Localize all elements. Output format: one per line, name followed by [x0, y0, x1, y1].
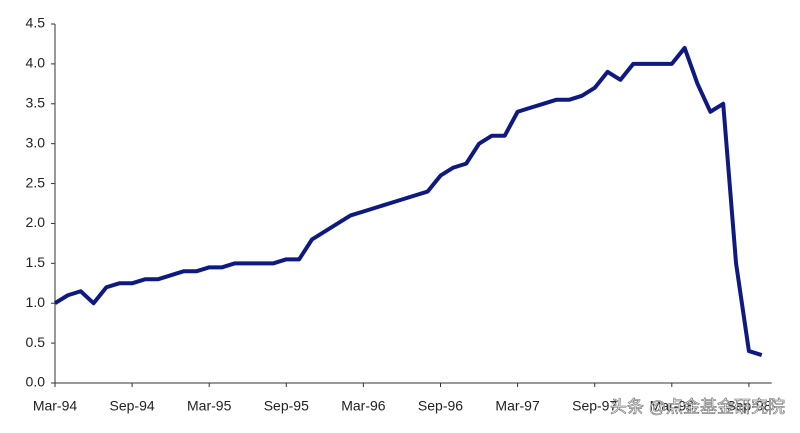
- y-tick-label: 3.0: [26, 134, 46, 150]
- x-tick-label: Sep-98: [726, 398, 771, 414]
- y-tick-label: 0.5: [26, 334, 46, 350]
- y-tick-label: 2.5: [26, 174, 46, 190]
- x-tick-label: Mar-94: [33, 398, 78, 414]
- y-tick-label: 3.5: [26, 94, 46, 110]
- x-tick-label: Sep-97: [572, 398, 617, 414]
- y-tick-label: 1.0: [26, 294, 46, 310]
- y-tick-label: 4.5: [26, 15, 46, 31]
- y-tick-label: 4.0: [26, 55, 46, 71]
- x-tick-label: Mar-97: [495, 398, 540, 414]
- x-tick-label: Mar-98: [650, 398, 695, 414]
- x-tick-label: Sep-94: [110, 398, 155, 414]
- x-tick-label: Sep-95: [264, 398, 309, 414]
- line: [53, 45, 763, 357]
- y-tick-label: 2.0: [26, 214, 46, 230]
- x-tick-label: Sep-96: [418, 398, 463, 414]
- x-tick-label: Mar-96: [341, 398, 386, 414]
- y-tick-label: 0.0: [26, 374, 46, 390]
- x-tick-label: Mar-95: [187, 398, 232, 414]
- y-tick-label: 1.5: [26, 254, 46, 270]
- watermark: 头条 @点金基金研究院: [610, 397, 785, 416]
